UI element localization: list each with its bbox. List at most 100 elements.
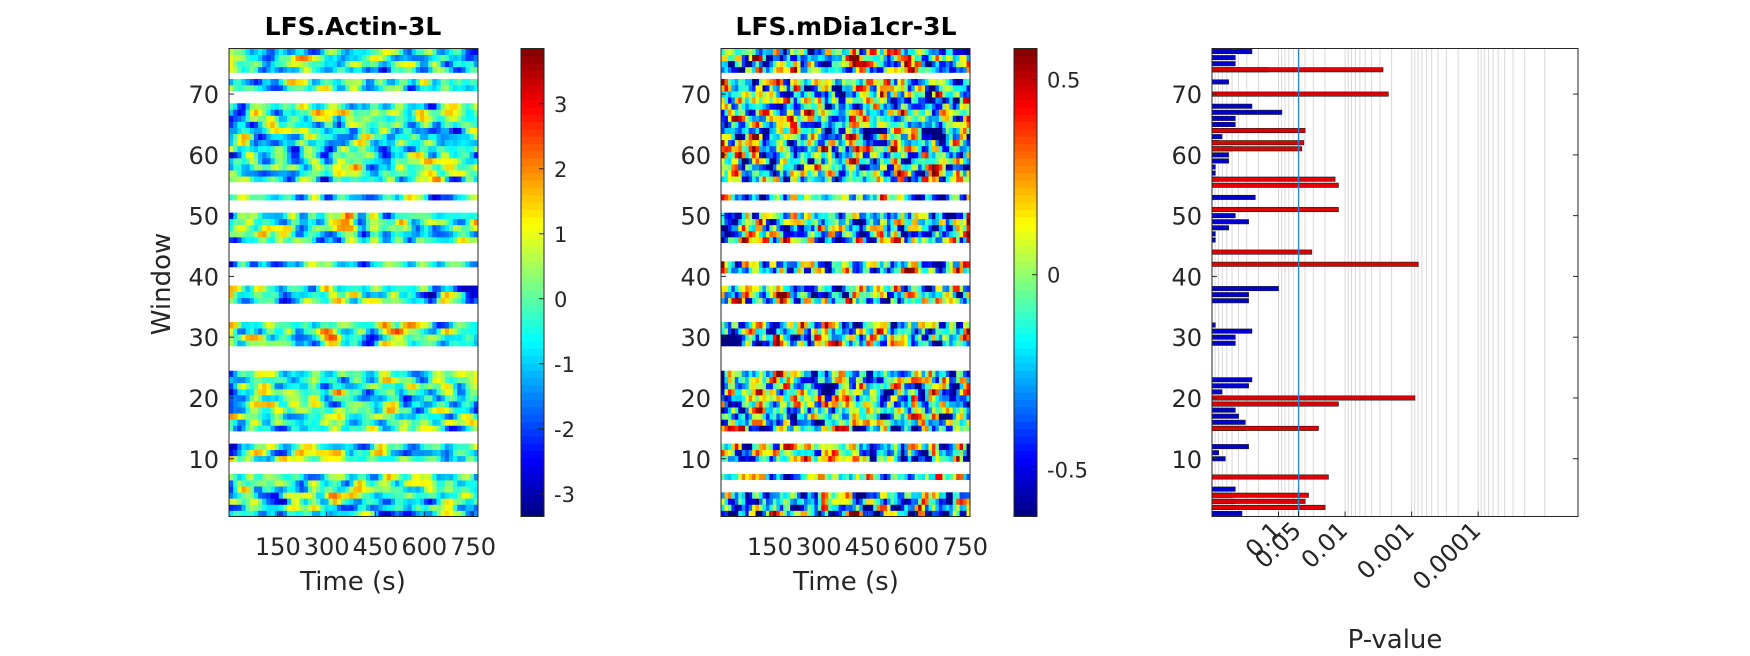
heatmap-cell — [424, 157, 429, 165]
heatmap-cell — [370, 370, 375, 378]
heatmap-cell — [390, 115, 396, 122]
heatmap-cell — [810, 425, 815, 432]
heatmap-cell — [316, 376, 321, 384]
heatmap-cell — [935, 370, 940, 378]
heatmap-cell — [814, 504, 819, 511]
heatmap-cell — [370, 492, 375, 499]
heatmap-cell — [469, 224, 475, 232]
heatmap-cell — [817, 322, 822, 329]
heatmap-cell — [403, 84, 408, 92]
heatmap-cell — [783, 443, 788, 451]
heatmap-cell — [935, 322, 940, 329]
heatmap-cell — [914, 388, 919, 396]
heatmap-cell — [745, 504, 750, 511]
heatmap-cell — [869, 510, 874, 517]
heatmap-cell — [859, 492, 864, 499]
heatmap-cell — [738, 401, 743, 408]
heatmap-cell — [361, 510, 367, 517]
heatmap-cell — [415, 127, 421, 134]
heatmap-cell — [772, 328, 777, 335]
heatmap-cell — [295, 340, 300, 347]
heatmap-cell — [295, 109, 300, 116]
heatmap-cell — [282, 163, 288, 171]
heatmap-cell — [332, 443, 338, 451]
heatmap-cell — [793, 297, 798, 305]
heatmap-cell — [424, 103, 429, 110]
heatmap-cell — [800, 370, 805, 378]
heatmap-cell — [386, 388, 392, 396]
heatmap-cell — [270, 394, 276, 402]
heatmap-cell — [432, 66, 437, 74]
heatmap-cell — [353, 103, 359, 110]
heatmap-cell — [921, 401, 926, 408]
heatmap-cell — [859, 449, 864, 457]
heatmap-cell — [399, 334, 404, 341]
heatmap-cell — [320, 394, 325, 402]
heatmap-cell — [432, 401, 437, 408]
heatmap-cell — [237, 388, 242, 396]
heatmap-cell — [345, 407, 350, 414]
heatmap-cell — [448, 425, 454, 432]
heatmap-cell — [299, 48, 305, 55]
heatmap-cell — [282, 170, 288, 177]
heatmap-cell — [229, 480, 234, 487]
heatmap-cell — [299, 510, 305, 517]
heatmap-cell — [390, 498, 396, 505]
heatmap-cell — [952, 425, 957, 432]
heatmap-cell — [274, 48, 280, 55]
heatmap-cell — [759, 498, 763, 505]
heatmap-cell — [353, 394, 359, 402]
heatmap-cell — [395, 127, 400, 134]
heatmap-cell — [738, 419, 743, 426]
heatmap-cell — [810, 419, 815, 426]
heatmap-cell — [411, 84, 417, 92]
heatmap-cell — [938, 376, 943, 384]
heatmap-cell — [949, 419, 954, 426]
heatmap-cell — [859, 297, 864, 305]
heatmap-cell — [249, 133, 255, 141]
heatmap-cell — [721, 443, 725, 451]
heatmap-cell — [800, 376, 805, 384]
heatmap-cell — [332, 145, 338, 153]
heatmap-cell — [365, 401, 371, 408]
heatmap-cell — [270, 224, 276, 232]
heatmap-cell — [374, 334, 379, 341]
heatmap-cell — [415, 413, 421, 420]
heatmap-cell — [465, 121, 471, 128]
heatmap-cell — [316, 145, 321, 153]
heatmap-cell — [328, 194, 334, 201]
heatmap-cell — [399, 224, 404, 232]
heatmap-cell — [842, 334, 846, 341]
heatmap-cell — [365, 413, 371, 420]
heatmap-cell — [424, 419, 429, 426]
heatmap-cell — [428, 170, 433, 177]
heatmap-cell — [357, 176, 363, 183]
heatmap-cell — [249, 334, 255, 341]
heatmap-cell — [415, 54, 421, 62]
heatmap-cell — [378, 297, 383, 305]
heatmap-cell — [432, 212, 437, 220]
heatmap-cell — [382, 340, 388, 347]
heatmap-cell — [762, 419, 767, 426]
heatmap-cell — [745, 413, 750, 420]
heatmap-cell — [893, 388, 898, 396]
heatmap-cell — [444, 194, 450, 201]
heatmap-cell — [963, 297, 967, 305]
heatmap-cell — [378, 151, 383, 159]
heatmap-cell — [824, 407, 829, 414]
heatmap-cell — [880, 473, 884, 481]
heatmap-cell — [349, 261, 354, 268]
heatmap-cell — [299, 151, 305, 159]
heatmap-cell — [403, 170, 408, 177]
heatmap-cell — [444, 328, 450, 335]
heatmap-cell — [911, 401, 916, 408]
heatmap-cell — [299, 103, 305, 110]
colorbar-step — [521, 143, 544, 152]
heatmap-cell — [828, 498, 833, 505]
heatmap-cell — [448, 212, 454, 220]
heatmap-cell — [307, 133, 313, 141]
heatmap-cell — [229, 322, 234, 329]
heatmap-cell — [258, 212, 263, 220]
heatmap-cell — [287, 133, 292, 141]
heatmap-cell — [274, 285, 280, 293]
